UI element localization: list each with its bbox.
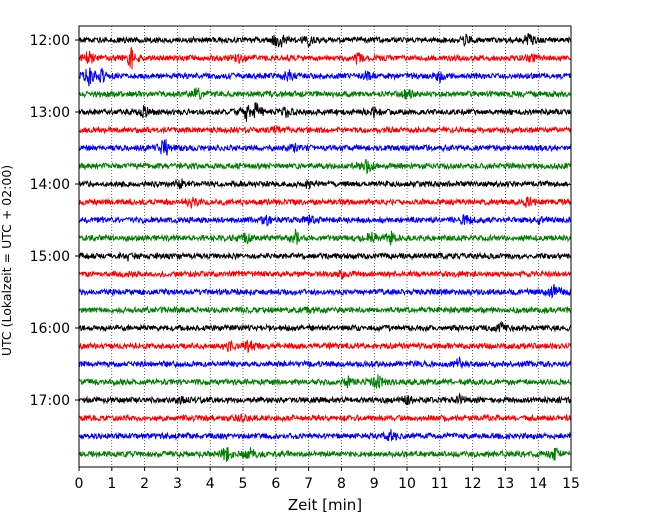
x-tick-label: 14 bbox=[529, 476, 547, 492]
x-axis-label: Zeit [min] bbox=[288, 496, 362, 514]
trace-line bbox=[78, 447, 572, 462]
trace-line bbox=[78, 87, 572, 100]
trace-line bbox=[78, 214, 572, 227]
trace-line bbox=[78, 158, 572, 175]
trace-line bbox=[78, 47, 572, 70]
y-tick-label: 14:00 bbox=[30, 177, 70, 193]
trace-line bbox=[78, 228, 572, 246]
trace-line bbox=[78, 251, 572, 262]
trace-line bbox=[78, 33, 572, 48]
x-tick-label: 4 bbox=[206, 476, 215, 492]
y-tick-label: 16:00 bbox=[30, 321, 70, 337]
x-tick-label: 1 bbox=[107, 476, 116, 492]
trace-group bbox=[78, 33, 572, 462]
trace-line bbox=[78, 374, 572, 389]
x-tick-label: 15 bbox=[562, 476, 580, 492]
x-tick-label: 8 bbox=[337, 476, 346, 492]
plot-frame bbox=[78, 25, 572, 468]
y-tick-label: 17:00 bbox=[30, 393, 70, 409]
trace-line bbox=[78, 356, 572, 369]
y-tick-label: 13:00 bbox=[30, 105, 70, 121]
y-tick-label: 12:00 bbox=[30, 33, 70, 49]
trace-line bbox=[78, 339, 572, 354]
x-tick-label: 12 bbox=[464, 476, 482, 492]
trace-line bbox=[78, 413, 572, 424]
trace-line bbox=[78, 125, 572, 135]
x-tick-label: 3 bbox=[173, 476, 182, 492]
x-tick-label: 10 bbox=[398, 476, 416, 492]
axis-ticks: 0 1 2 3 4 5 6 7 8 9 10 11 12 13 14 1512:0013:0014:0015:… bbox=[30, 33, 580, 492]
x-tick-label: 11 bbox=[431, 476, 449, 492]
trace-line bbox=[78, 67, 572, 87]
trace-line bbox=[78, 392, 572, 406]
x-tick-label: 9 bbox=[370, 476, 379, 492]
trace-line bbox=[78, 429, 572, 442]
x-tick-label: 5 bbox=[239, 476, 248, 492]
trace-line bbox=[78, 139, 572, 156]
trace-line bbox=[78, 305, 572, 315]
trace-line bbox=[78, 320, 572, 333]
trace-line bbox=[78, 196, 572, 209]
y-axis-label: UTC (Lokalzeit = UTC + 02:00) bbox=[0, 165, 14, 356]
y-tick-label: 15:00 bbox=[30, 249, 70, 265]
trace-line bbox=[78, 178, 571, 190]
x-tick-label: 2 bbox=[140, 476, 149, 492]
x-tick-label: 13 bbox=[496, 476, 514, 492]
trace-line bbox=[78, 284, 572, 299]
x-tick-label: 0 bbox=[75, 476, 84, 492]
trace-line bbox=[78, 102, 572, 122]
x-tick-label: 7 bbox=[304, 476, 313, 492]
x-tick-label: 6 bbox=[271, 476, 280, 492]
trace-line bbox=[78, 269, 572, 281]
